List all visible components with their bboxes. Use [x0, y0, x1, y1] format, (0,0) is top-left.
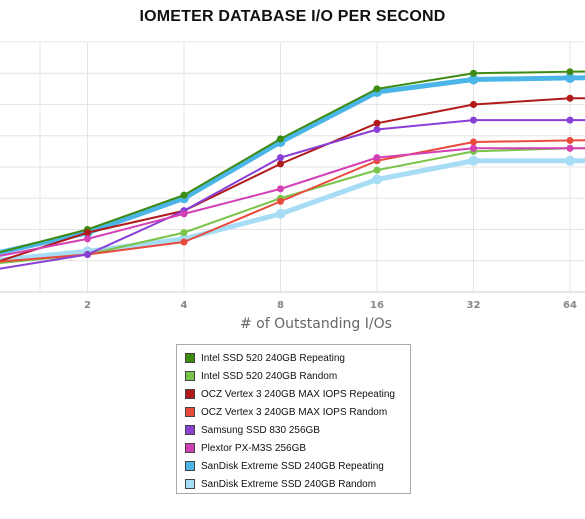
data-point [566, 116, 574, 124]
legend-item: Plextor PX-M3S 256GB [185, 439, 410, 457]
data-point [373, 85, 381, 93]
data-point [84, 229, 91, 237]
legend-item: Intel SSD 520 240GB Repeating [185, 349, 410, 367]
data-point [277, 197, 284, 205]
legend-label: OCZ Vertex 3 240GB MAX IOPS Repeating [201, 388, 395, 400]
data-point [566, 136, 574, 144]
legend-item: SanDisk Extreme SSD 240GB Repeating [185, 457, 410, 475]
legend-label: Samsung SSD 830 256GB [201, 424, 320, 436]
data-point [470, 144, 477, 152]
legend-item: OCZ Vertex 3 240GB MAX IOPS Repeating [185, 385, 410, 403]
data-point [566, 68, 574, 76]
legend-label: Plextor PX-M3S 256GB [201, 442, 307, 454]
data-point [373, 126, 381, 133]
data-point [468, 155, 479, 166]
data-point [275, 208, 286, 219]
data-point [277, 154, 284, 162]
data-point [373, 166, 381, 174]
x-tick-label: 8 [277, 300, 284, 311]
series-line [0, 139, 585, 263]
legend-item: SanDisk Extreme SSD 240GB Random [185, 475, 410, 493]
legend-label: SanDisk Extreme SSD 240GB Random [201, 478, 377, 490]
legend-swatch [185, 389, 195, 399]
series-line [0, 70, 585, 254]
data-point [468, 74, 479, 85]
data-point [180, 229, 188, 237]
data-point [373, 119, 381, 127]
legend-swatch [185, 461, 195, 471]
data-point [470, 101, 477, 108]
series-line [0, 119, 585, 270]
data-point [277, 160, 284, 168]
legend-item: OCZ Vertex 3 240GB MAX IOPS Random [185, 403, 410, 421]
data-point [566, 94, 574, 102]
data-point [470, 116, 477, 124]
data-point [84, 251, 91, 258]
data-point [565, 72, 575, 83]
legend-label: SanDisk Extreme SSD 240GB Repeating [201, 460, 384, 472]
legend-item: Intel SSD 520 240GB Random [185, 367, 410, 385]
x-tick-label: 2 [84, 300, 91, 311]
data-point [566, 144, 574, 152]
series-line [0, 147, 585, 257]
legend: Intel SSD 520 240GB Repeating Intel SSD 5… [176, 344, 411, 494]
legend-swatch [185, 371, 195, 381]
legend-swatch [185, 353, 195, 363]
data-point [470, 69, 477, 77]
legend-swatch [185, 443, 195, 453]
legend-label: OCZ Vertex 3 240GB MAX IOPS Random [201, 406, 388, 418]
legend-label: Intel SSD 520 240GB Repeating [201, 352, 345, 364]
x-axis-label: # of Outstanding I/Os [240, 316, 392, 332]
data-point [277, 135, 284, 143]
legend-swatch [185, 425, 195, 435]
data-point [372, 174, 382, 185]
legend-label: Intel SSD 520 240GB Random [201, 370, 338, 382]
data-point [373, 154, 381, 162]
x-tick-label: 64 [563, 300, 577, 311]
legend-swatch [185, 479, 195, 489]
data-point [470, 138, 477, 146]
data-point [277, 185, 284, 193]
data-point [180, 210, 188, 218]
x-tick-label: 4 [181, 300, 188, 311]
legend-item: Samsung SSD 830 256GB [185, 421, 410, 439]
x-tick-label: 16 [370, 300, 384, 311]
x-tick-label: 32 [467, 300, 481, 311]
series-line [0, 75, 585, 256]
data-point [565, 155, 575, 166]
legend-swatch [185, 407, 195, 417]
data-point [180, 191, 188, 199]
series-line [0, 158, 585, 263]
data-point [180, 238, 188, 246]
chart-title: IOMETER DATABASE I/O PER SECOND [139, 8, 446, 25]
data-point [84, 235, 91, 243]
